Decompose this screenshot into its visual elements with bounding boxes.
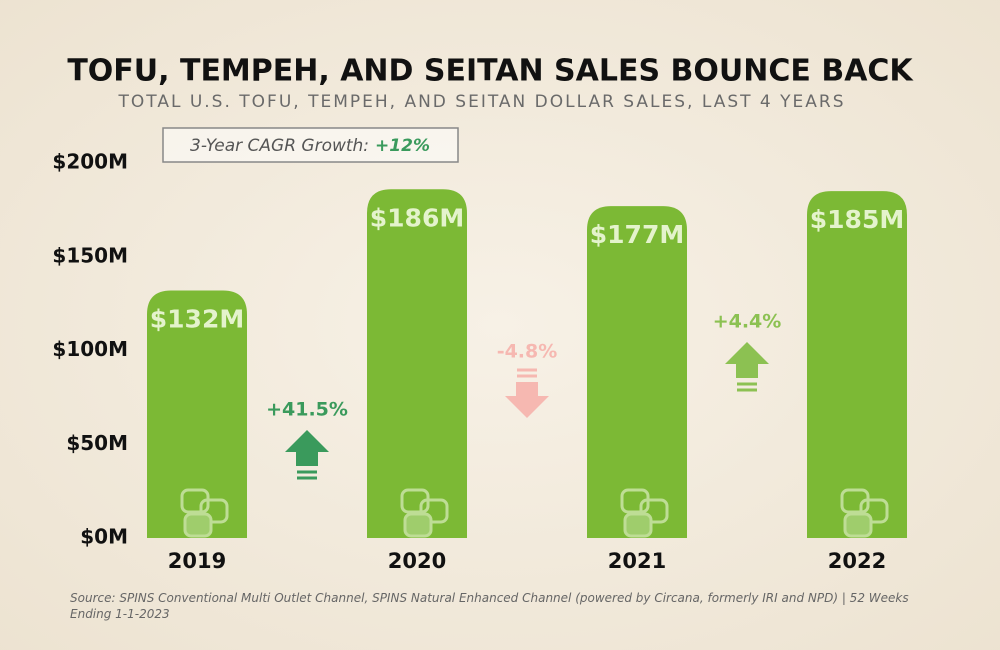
tofu-cube <box>199 498 229 524</box>
bar <box>587 206 687 538</box>
bar <box>367 189 467 538</box>
tofu-icon <box>400 488 449 538</box>
tofu-cube <box>419 498 449 524</box>
arrow-shape <box>725 342 769 378</box>
cagr-text: 3-Year CAGR Growth: +12% <box>190 136 430 156</box>
value-label: $177M <box>590 220 684 249</box>
change-arrow <box>505 368 549 418</box>
x-tick-label: 2022 <box>828 549 886 573</box>
arrow-shape <box>285 430 329 466</box>
change-label: +4.4% <box>713 311 782 333</box>
tofu-icon <box>840 488 889 538</box>
change-arrow <box>725 342 769 392</box>
x-tick-label: 2019 <box>168 549 226 573</box>
y-tick-label: $150M <box>52 243 128 267</box>
cagr-value: +12% <box>375 136 430 156</box>
tofu-cube <box>403 512 433 538</box>
tofu-icon <box>620 488 669 538</box>
change-label: +41.5% <box>266 399 348 421</box>
change-label: -4.8% <box>497 341 558 363</box>
value-label: $132M <box>150 305 244 334</box>
cagr-box <box>162 127 459 163</box>
bar <box>807 191 907 538</box>
arrow-shape <box>505 382 549 418</box>
chart-title: TOFU, TEMPEH, AND SEITAN SALES BOUNCE BA… <box>67 54 914 89</box>
tofu-cube <box>859 498 889 524</box>
source: Source: SPINS Conventional Multi Outlet … <box>70 591 909 621</box>
tofu-icon <box>180 488 229 538</box>
x-tick-label: 2021 <box>608 549 666 573</box>
cagr-label: 3-Year CAGR Growth: <box>190 136 369 156</box>
value-label: $185M <box>810 205 904 234</box>
source-line: Source: SPINS Conventional Multi Outlet … <box>70 591 909 605</box>
tofu-cube <box>843 512 873 538</box>
y-tick-label: $0M <box>80 525 128 549</box>
tofu-cube <box>639 498 669 524</box>
y-tick-label: $100M <box>52 337 128 361</box>
tofu-cube <box>623 512 653 538</box>
x-tick-label: 2020 <box>388 549 446 573</box>
value-label: $186M <box>370 203 464 232</box>
chart-subtitle: TOTAL U.S. TOFU, TEMPEH, AND SEITAN DOLL… <box>118 92 846 112</box>
source-line: Ending 1-1-2023 <box>70 607 170 621</box>
bar <box>147 290 247 538</box>
y-tick-label: $50M <box>66 431 128 455</box>
tofu-cube <box>183 512 213 538</box>
y-tick-label: $200M <box>52 150 128 174</box>
change-arrow <box>285 430 329 480</box>
